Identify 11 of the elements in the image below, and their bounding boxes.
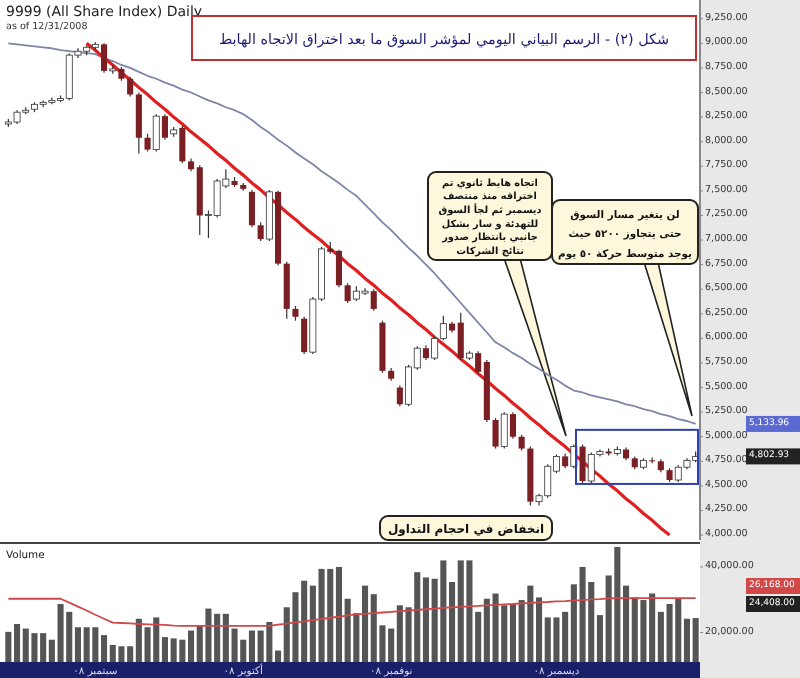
candlestick <box>361 287 369 296</box>
candlestick <box>283 261 290 320</box>
candlestick <box>509 411 516 440</box>
candlestick <box>127 76 134 98</box>
line-series <box>7 597 697 627</box>
candlestick <box>500 411 508 450</box>
candlestick <box>135 91 142 155</box>
candlestick <box>335 249 342 288</box>
candlestick <box>265 189 273 242</box>
candlestick <box>152 113 160 153</box>
candlestick <box>248 189 255 228</box>
